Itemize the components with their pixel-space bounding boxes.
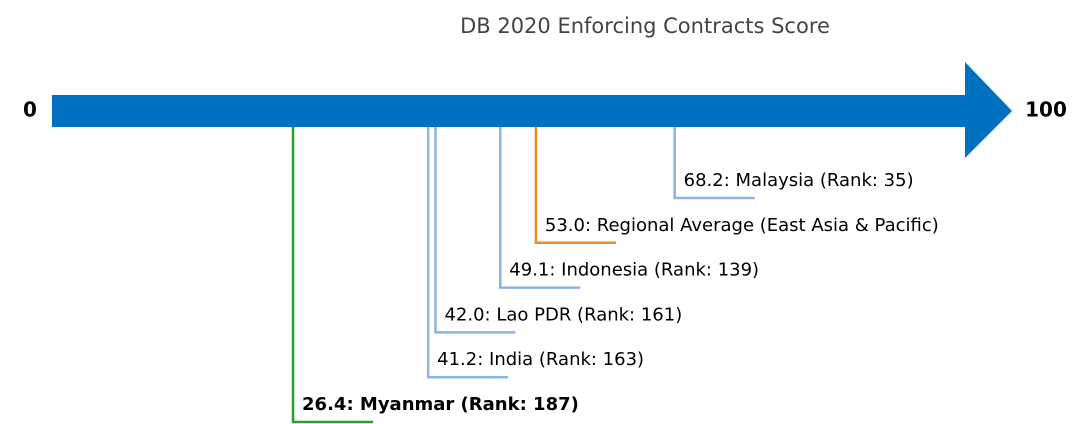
marker-label: 68.2: Malaysia (Rank: 35): [684, 170, 914, 191]
marker-label: 42.0: Lao PDR (Rank: 161): [444, 304, 682, 325]
axis-arrowhead: [965, 62, 1012, 158]
marker-label: 53.0: Regional Average (East Asia & Paci…: [545, 215, 939, 236]
chart-title: DB 2020 Enforcing Contracts Score: [460, 14, 830, 38]
marker-line: [534, 127, 616, 245]
x-tick-label: 100: [1025, 98, 1067, 122]
marker-label: 26.4: Myanmar (Rank: 187): [302, 394, 579, 415]
marker-line: [499, 127, 581, 289]
marker-label: 49.1: Indonesia (Rank: 139): [509, 260, 759, 281]
axis-bar: [52, 95, 965, 127]
x-tick-label: 0: [23, 98, 37, 122]
marker-label: 41.2: India (Rank: 163): [437, 349, 644, 370]
marker-line: [291, 127, 374, 424]
marker-line: [673, 127, 755, 200]
marker-line: [426, 127, 509, 379]
marker-line: [434, 127, 516, 334]
